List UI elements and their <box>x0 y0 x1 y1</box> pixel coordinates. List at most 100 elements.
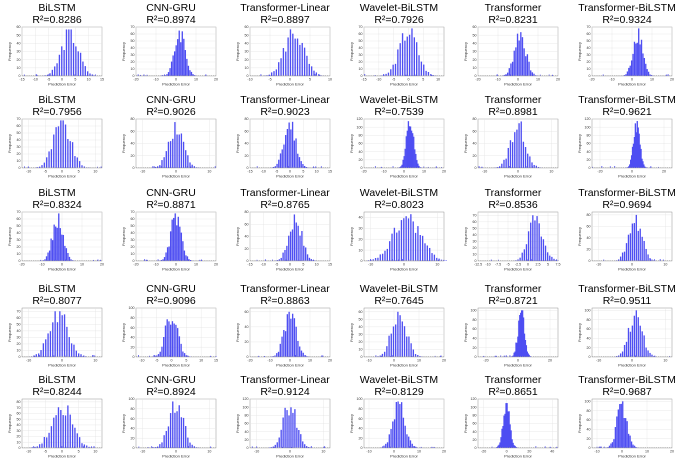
x-tick-label: -20 <box>19 263 24 267</box>
histogram-bar <box>94 446 95 448</box>
histogram-bar <box>296 327 297 357</box>
y-axis-label: Frequency <box>7 323 12 342</box>
y-tick-label: 60 <box>131 217 135 221</box>
histogram-bar <box>401 402 402 448</box>
panel-r2: R²=0.7956 <box>32 106 81 118</box>
y-tick-label: 0 <box>133 355 135 359</box>
histogram-bar <box>632 54 633 76</box>
x-tick-label: 10 <box>93 450 97 454</box>
y-tick-label: 40 <box>17 329 21 333</box>
histogram-bar <box>163 337 164 357</box>
x-tick-label: 10 <box>93 359 97 363</box>
y-tick-label: 70 <box>359 25 363 29</box>
histogram-bar <box>168 142 169 168</box>
y-tick-label: 20 <box>131 345 135 349</box>
histogram-bar <box>627 71 628 76</box>
histogram-bar <box>506 355 507 357</box>
histogram-bar <box>172 220 173 261</box>
histogram-bar <box>508 148 509 168</box>
panel: Transformer-LinearR²=0.88970102030405060… <box>235 2 332 87</box>
y-tick-label: 40 <box>17 138 21 142</box>
x-tick-label: 10 <box>549 170 553 174</box>
histogram-bar <box>181 133 182 168</box>
histogram-bar <box>176 225 177 261</box>
histogram-bar <box>415 233 416 261</box>
histogram-bar <box>71 343 72 357</box>
histogram-bar <box>384 251 385 261</box>
y-tick-label: 0 <box>361 446 363 450</box>
panel-r2: R²=0.8924 <box>146 386 195 398</box>
histogram-bar <box>399 404 400 448</box>
y-tick-label: 50 <box>245 33 249 37</box>
y-tick-label: 30 <box>473 240 477 244</box>
y-tick-label: 20 <box>131 436 135 440</box>
x-tick-label: 10 <box>315 170 319 174</box>
y-tick-label: 80 <box>473 117 477 121</box>
y-axis-label: Frequency <box>7 227 12 246</box>
x-axis-label: Prediction Error <box>390 82 418 87</box>
histogram-bar <box>41 443 42 448</box>
histogram-bar <box>167 247 168 261</box>
histogram-bar <box>424 243 425 261</box>
histogram-bar <box>168 246 169 261</box>
panel-r2: R²=0.8244 <box>32 386 81 398</box>
panel: Wavelet-BiLSTMR²=0.7539020406080100120-2… <box>349 94 446 179</box>
histogram-bar <box>306 446 307 448</box>
histogram-bar <box>395 64 396 76</box>
histogram-bar <box>63 235 64 261</box>
panel-title: BiLSTM <box>38 283 75 295</box>
histogram-bar <box>58 213 59 261</box>
y-tick-label: 60 <box>473 129 477 133</box>
y-tick-label: 60 <box>17 316 21 320</box>
histogram-bar <box>380 254 381 261</box>
histogram-bar <box>622 351 623 357</box>
histogram-bar <box>43 343 44 357</box>
histogram-bar <box>527 54 528 76</box>
histogram-bar <box>185 255 186 261</box>
histogram-bar <box>294 214 295 261</box>
panel-title: Transformer-BiLSTM <box>578 94 676 106</box>
y-tick-label: 60 <box>245 310 249 314</box>
y-tick-label: 20 <box>587 60 591 64</box>
y-tick-label: 40 <box>587 150 591 154</box>
histogram-bar <box>524 249 525 261</box>
y-axis-label: Frequency <box>577 42 582 61</box>
panel-r2: R²=0.8974 <box>146 14 195 26</box>
histogram-bar <box>495 356 496 357</box>
histogram-bar <box>285 135 286 168</box>
histogram-bar <box>79 437 80 448</box>
histogram-bar <box>183 142 184 168</box>
x-axis-label: Prediction Error <box>618 267 646 272</box>
x-tick-label: 10 <box>328 78 332 82</box>
y-tick-label: 40 <box>359 46 363 50</box>
y-tick-label: 30 <box>131 53 135 57</box>
histogram-bar <box>528 231 529 261</box>
panel-title: BiLSTM <box>38 2 75 14</box>
histogram-bar <box>642 237 643 261</box>
y-tick-label: 50 <box>473 227 477 231</box>
x-axis-label: Prediction Error <box>162 267 190 272</box>
histogram-bar <box>481 167 482 168</box>
x-tick-label: 20 <box>442 359 446 363</box>
panel-title: CNN-GRU <box>146 283 196 295</box>
y-tick-label: 10 <box>245 66 249 70</box>
y-axis-label: Frequency <box>7 42 12 61</box>
y-tick-label: 50 <box>473 33 477 37</box>
y-tick-label: 40 <box>131 336 135 340</box>
histogram-bar <box>630 66 631 76</box>
y-tick-label: 30 <box>17 145 21 149</box>
x-tick-label: 10 <box>194 78 198 82</box>
histogram-bar <box>394 228 395 261</box>
x-tick-label: -10 <box>267 359 272 363</box>
histogram-bar <box>400 43 401 76</box>
x-tick-label: 10 <box>536 78 540 82</box>
y-axis-label: Frequency <box>349 134 354 153</box>
y-tick-label: 0 <box>19 355 21 359</box>
histogram-bar <box>281 430 282 448</box>
histogram-bar <box>505 159 506 168</box>
histogram-bar <box>179 227 180 261</box>
histogram-bar <box>429 248 430 261</box>
histogram-bar <box>180 344 181 357</box>
